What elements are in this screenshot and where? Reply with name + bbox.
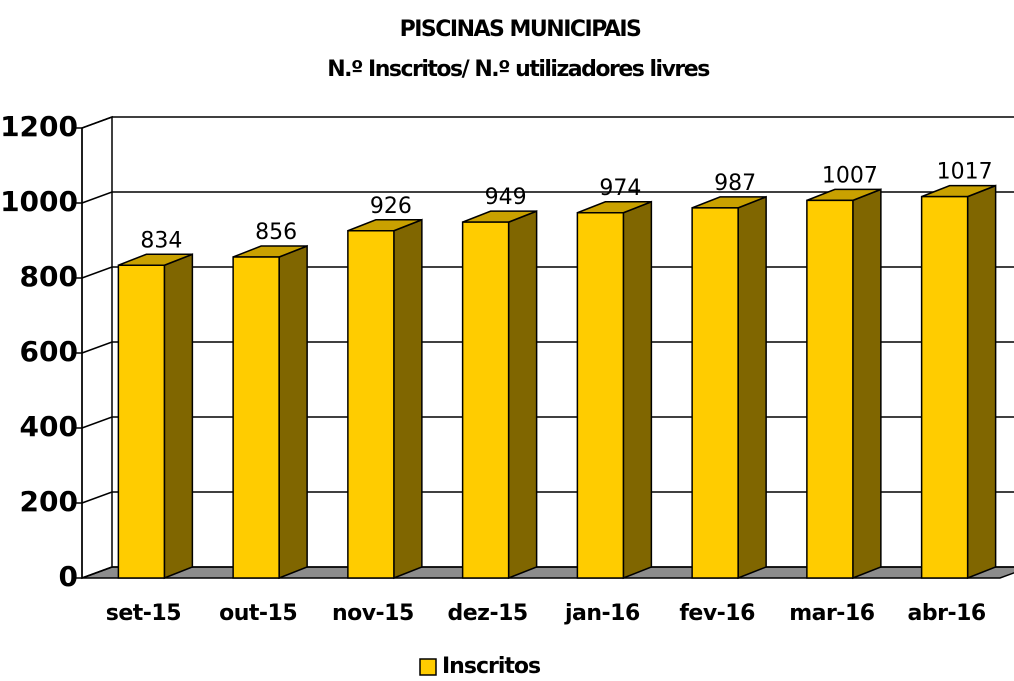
legend-swatch: [419, 658, 437, 676]
x-tick-label: abr-16: [908, 601, 986, 626]
bar-side: [852, 188, 882, 580]
grid-line: [81, 191, 1014, 204]
data-label: 1017: [937, 160, 993, 185]
bar: [691, 207, 739, 579]
chart-subtitle: N.º Inscritos/ N.º utilizadores livres: [327, 57, 710, 82]
y-tick-label: 1000: [0, 185, 78, 218]
x-tick-label: dez-15: [448, 601, 528, 626]
y-tick-label: 0: [59, 560, 78, 593]
y-tick-label: 1200: [0, 110, 78, 143]
x-tick-label: nov-15: [332, 601, 414, 626]
bar-side: [966, 184, 997, 580]
bar-side: [278, 244, 308, 580]
x-tick-label: out-15: [219, 601, 297, 626]
grid-line: [81, 116, 1014, 129]
legend-label: Inscritos: [442, 654, 541, 677]
x-tick-label: jan-16: [564, 601, 640, 626]
y-tick-label: 600: [20, 335, 78, 368]
y-tick-label: 400: [20, 410, 78, 443]
bar-side: [507, 210, 538, 580]
x-tick-label: fev-16: [679, 601, 755, 626]
data-label: 949: [485, 185, 527, 210]
bar: [806, 199, 854, 579]
bar: [117, 264, 166, 579]
chart-title: PISCINAS MUNICIPAIS: [400, 17, 641, 42]
bar-side: [163, 253, 194, 580]
bar: [347, 230, 395, 579]
bar-side: [622, 200, 653, 580]
x-tick-label: mar-16: [789, 601, 875, 626]
bar-side: [737, 195, 767, 580]
data-label: 974: [599, 176, 641, 201]
bar: [461, 221, 510, 579]
y-tick-label: 800: [20, 260, 78, 293]
bar: [232, 256, 280, 579]
data-label: 926: [370, 194, 412, 219]
y-tick-label: 200: [20, 485, 78, 518]
data-label: 834: [140, 228, 182, 253]
x-tick-label: set-15: [106, 601, 181, 626]
data-label: 856: [255, 220, 297, 245]
bar-side: [393, 218, 423, 580]
bar: [920, 195, 969, 579]
bar: [576, 212, 625, 579]
data-label: 987: [714, 171, 756, 196]
data-label: 1007: [822, 163, 878, 188]
